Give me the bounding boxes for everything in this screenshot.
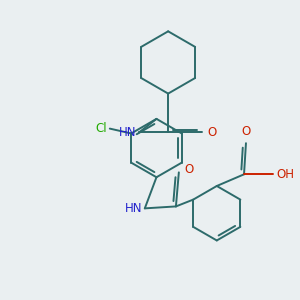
- Text: HN: HN: [124, 202, 142, 215]
- Text: O: O: [185, 163, 194, 176]
- Text: O: O: [241, 125, 250, 138]
- Text: HN: HN: [118, 126, 136, 139]
- Text: OH: OH: [276, 168, 294, 181]
- Text: O: O: [207, 126, 216, 139]
- Text: Cl: Cl: [95, 122, 107, 135]
